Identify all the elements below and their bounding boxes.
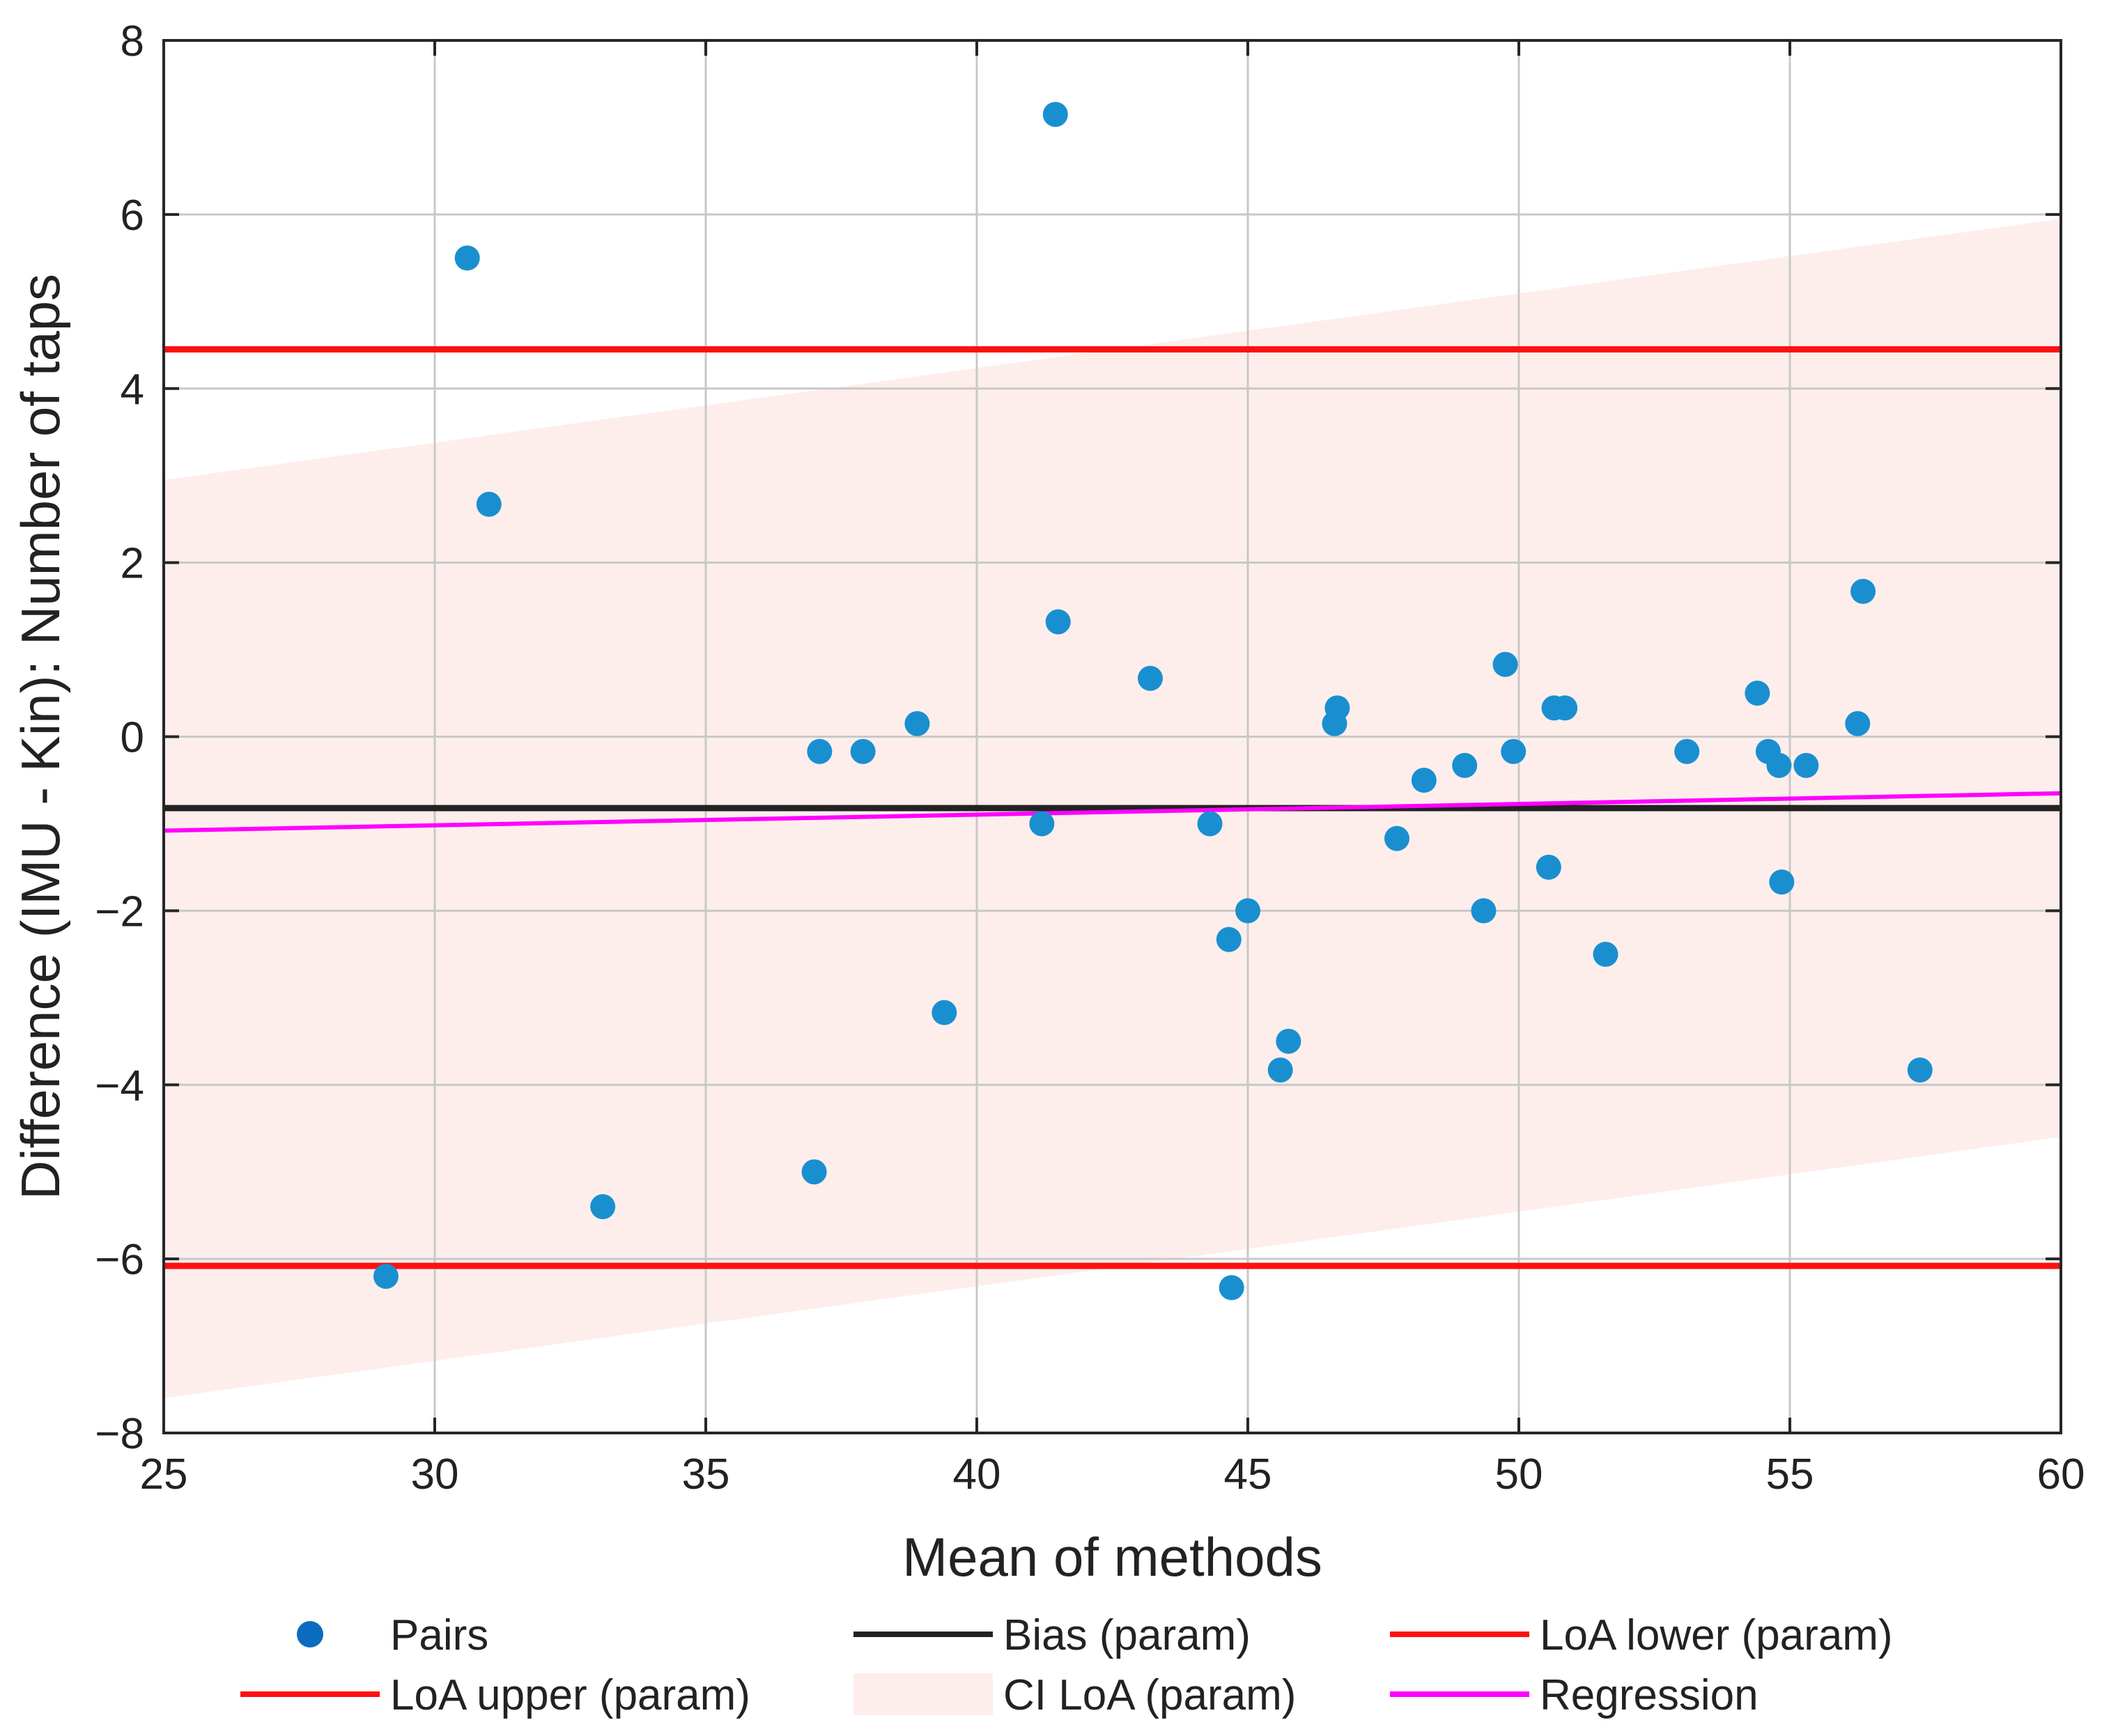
data-point bbox=[1674, 738, 1700, 764]
y-tick-label: 2 bbox=[121, 540, 144, 588]
data-point bbox=[1045, 609, 1071, 635]
data-point bbox=[1324, 695, 1350, 721]
data-point bbox=[1766, 752, 1792, 778]
data-point bbox=[1276, 1028, 1301, 1054]
legend-label: CI LoA (param) bbox=[1003, 1671, 1296, 1719]
data-point bbox=[373, 1264, 399, 1289]
data-point bbox=[1137, 665, 1163, 691]
data-point bbox=[1216, 927, 1242, 952]
data-point bbox=[1492, 651, 1518, 677]
x-axis-label: Mean of methods bbox=[902, 1526, 1322, 1588]
data-point bbox=[1452, 752, 1478, 778]
x-tick-label: 45 bbox=[1224, 1450, 1272, 1498]
legend-marker-pairs bbox=[297, 1621, 323, 1648]
x-tick-label: 25 bbox=[140, 1450, 188, 1498]
data-point bbox=[476, 491, 502, 517]
y-tick-label: 0 bbox=[121, 714, 144, 762]
y-axis-label: Difference (IMU - Kin): Number of taps bbox=[10, 274, 71, 1200]
y-tick-label: −8 bbox=[95, 1410, 144, 1458]
data-point bbox=[1411, 767, 1437, 793]
data-point bbox=[932, 1000, 957, 1025]
data-point bbox=[1384, 826, 1409, 851]
x-tick-label: 35 bbox=[682, 1450, 730, 1498]
data-point bbox=[807, 738, 833, 764]
legend-label: Bias (param) bbox=[1003, 1611, 1251, 1659]
data-point bbox=[1471, 898, 1497, 924]
data-point bbox=[1907, 1057, 1933, 1083]
x-tick-label: 30 bbox=[411, 1450, 459, 1498]
data-point bbox=[590, 1194, 616, 1220]
data-point bbox=[1197, 811, 1223, 837]
data-point bbox=[1745, 681, 1770, 706]
data-point bbox=[1501, 738, 1527, 764]
data-point bbox=[1219, 1275, 1244, 1301]
data-point bbox=[1593, 941, 1618, 967]
legend-label: Regression bbox=[1540, 1671, 1759, 1719]
y-tick-label: 8 bbox=[121, 17, 144, 65]
x-tick-label: 55 bbox=[1766, 1450, 1814, 1498]
data-point bbox=[1042, 102, 1068, 127]
data-point bbox=[454, 245, 480, 271]
data-point bbox=[1267, 1057, 1293, 1083]
y-tick-label: −2 bbox=[95, 888, 144, 936]
y-tick-label: 6 bbox=[121, 192, 144, 240]
regression-line bbox=[164, 791, 2061, 833]
legend-swatch-band bbox=[853, 1673, 993, 1715]
x-tick-label: 40 bbox=[953, 1450, 1001, 1498]
legend-label: Pairs bbox=[390, 1611, 488, 1659]
x-tick-label: 60 bbox=[2037, 1450, 2085, 1498]
legend-label: LoA upper (param) bbox=[390, 1671, 750, 1719]
y-tick-label: −4 bbox=[95, 1062, 144, 1110]
y-tick-label: 4 bbox=[121, 366, 144, 414]
legend-label: LoA lower (param) bbox=[1540, 1611, 1893, 1659]
data-point bbox=[904, 711, 930, 736]
data-point bbox=[1029, 811, 1055, 837]
axes: 25 30 35 40 45 50 55 60 −8 −6 −4 −2 0 2 4 6 8 bbox=[95, 17, 2085, 1498]
data-point bbox=[1845, 711, 1871, 736]
data-point bbox=[1552, 695, 1578, 721]
data-point bbox=[1793, 752, 1819, 778]
data-point bbox=[850, 738, 876, 764]
x-tick-label: 50 bbox=[1495, 1450, 1543, 1498]
legend-background bbox=[282, 1602, 2052, 1735]
plot-area bbox=[164, 40, 2061, 1433]
data-point bbox=[1769, 869, 1795, 895]
legend: Pairs Bias (param) LoA lower (param) LoA up… bbox=[240, 1602, 2052, 1735]
data-point bbox=[801, 1159, 827, 1185]
data-point bbox=[1536, 854, 1561, 880]
y-tick-label: −6 bbox=[95, 1236, 144, 1284]
plot-content bbox=[164, 40, 2061, 1433]
data-point bbox=[1850, 578, 1876, 604]
data-point bbox=[1235, 898, 1260, 924]
